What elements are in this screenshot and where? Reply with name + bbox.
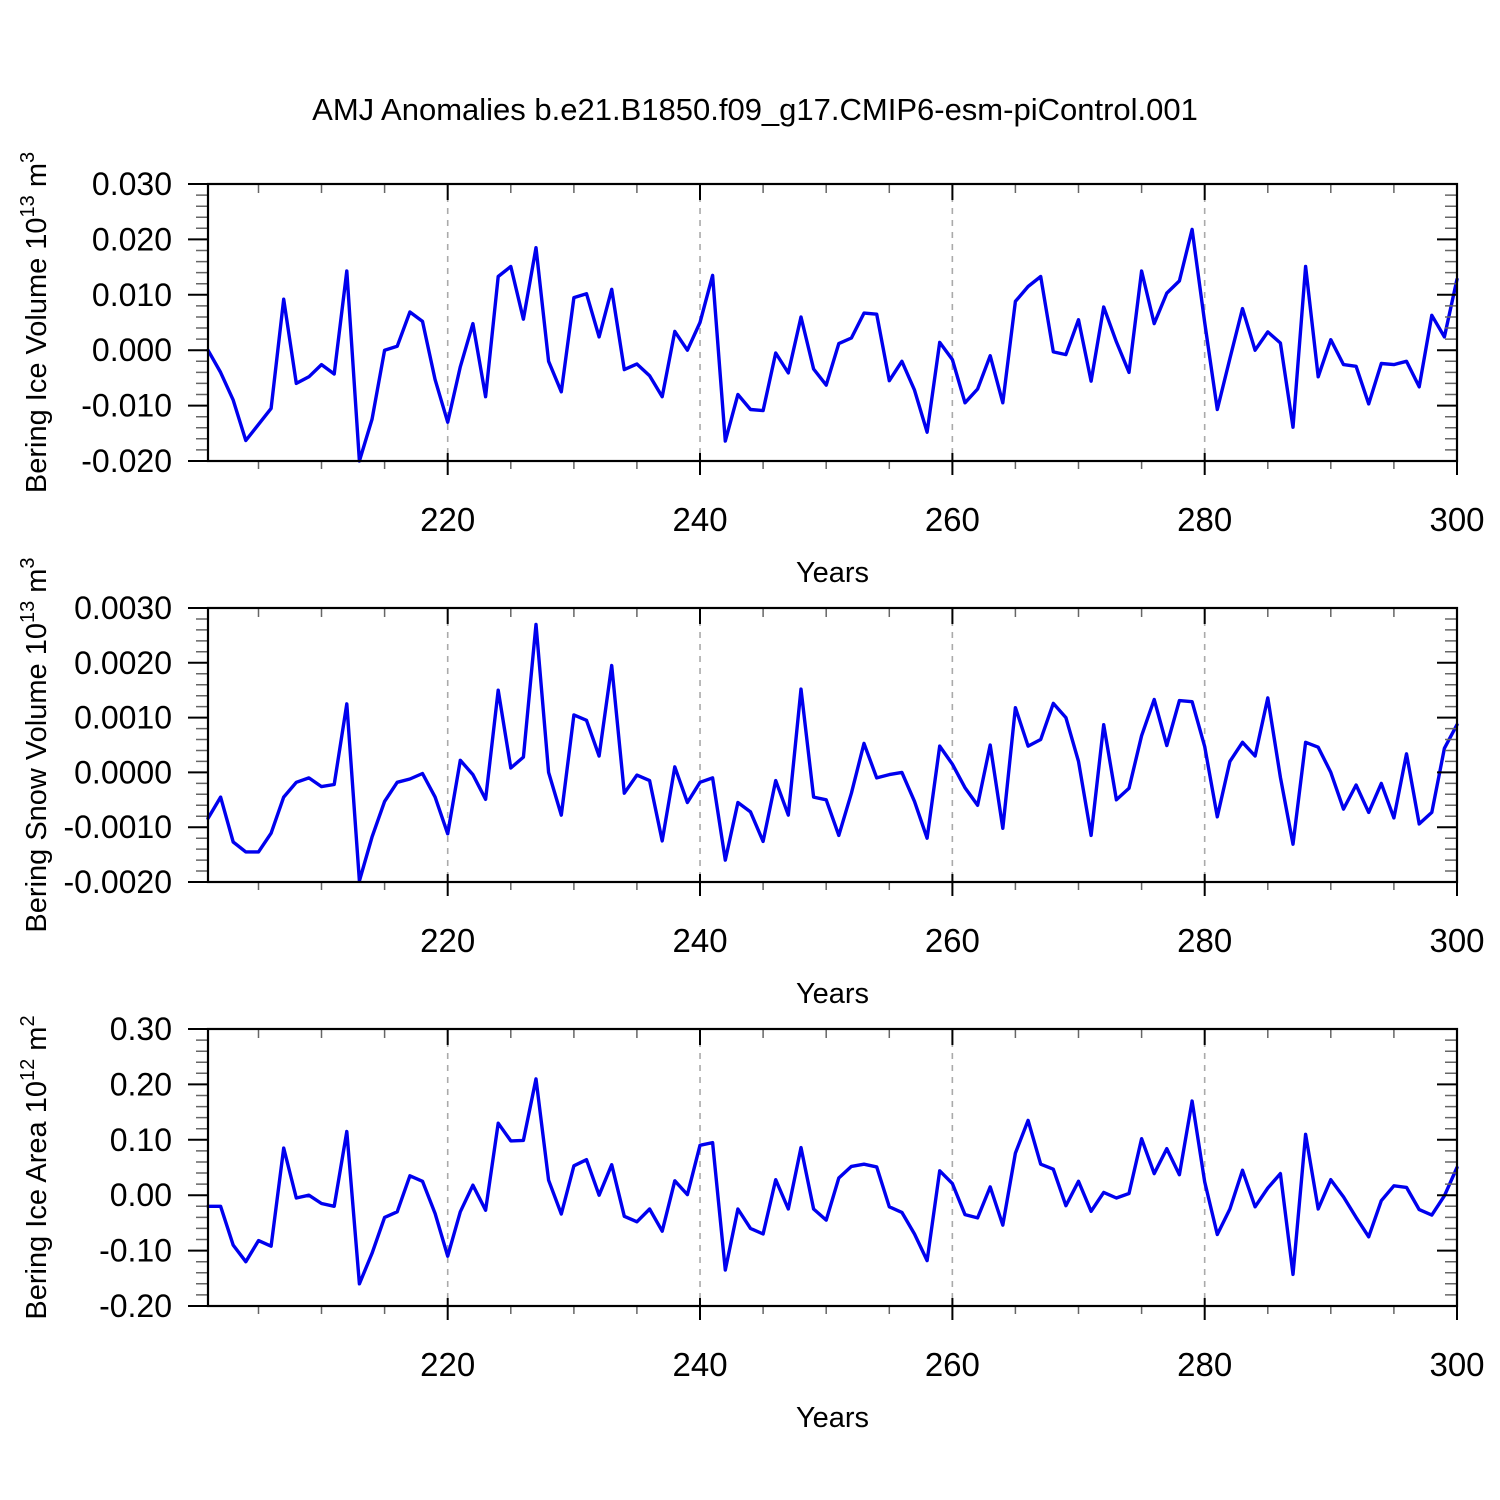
y-axis-title: Bering Ice Area 1012 m2 [17,1015,53,1319]
plot-border [206,1027,1459,1308]
y-tick-label: -0.0010 [63,809,172,845]
y-tick-label: -0.010 [81,388,172,424]
y-tick-label: 0.0020 [74,645,172,681]
x-tick-label: 240 [672,922,727,959]
y-tick-label: -0.10 [99,1233,172,1269]
x-axis-title: Years [796,978,869,1010]
x-tick-label: 220 [420,922,475,959]
y-tick-label: 0.020 [92,221,172,257]
x-tick-label: 220 [420,1346,475,1383]
x-tick-label: 260 [925,1346,980,1383]
minor-ticks [196,1029,1457,1314]
y-tick-label: 0.0000 [74,754,172,790]
x-tick-label: 240 [672,501,727,538]
x-tick-label: 280 [1177,922,1232,959]
major-ticks [188,607,1458,896]
x-tick-label: 300 [1429,1346,1484,1383]
x-tick-label: 300 [1429,922,1484,959]
plot-border [206,606,1459,884]
y-tick-label: 0.010 [92,277,172,313]
y-tick-label: 0.30 [110,1011,172,1047]
x-tick-label: 220 [420,501,475,538]
bering-ice-volume-line [206,227,1459,463]
major-ticks [188,183,1458,475]
major-ticks [188,1028,1458,1320]
y-tick-label: -0.020 [81,443,172,479]
bering-snow-volume-line [206,622,1459,883]
y-tick-label: -0.0020 [63,864,172,900]
y-axis-title: Bering Snow Volume 1013 m3 [17,557,53,932]
y-axis-title: Bering Ice Volume 1013 m3 [17,152,53,493]
y-tick-label: 0.00 [110,1177,172,1213]
y-tick-label: -0.20 [99,1288,172,1324]
x-tick-label: 280 [1177,1346,1232,1383]
plot-border [206,182,1459,463]
x-tick-label: 280 [1177,501,1232,538]
x-axis-title: Years [796,1402,869,1434]
x-tick-label: 260 [925,922,980,959]
minor-ticks [196,608,1457,890]
minor-ticks [196,184,1457,469]
y-tick-label: 0.000 [92,332,172,368]
y-tick-label: 0.10 [110,1122,172,1158]
panel-bering-ice-area: 0.30 0.20 0.10 0.00 -0.10 -0.20 220 240 260 280 30… [17,1011,1485,1434]
y-tick-label: 0.0010 [74,700,172,736]
x-tick-label: 300 [1429,501,1484,538]
bering-ice-area-line [206,1077,1459,1286]
x-tick-label: 240 [672,1346,727,1383]
panel-bering-snow-volume: 0.0030 0.0020 0.0010 0.0000 -0.0010 -0.0020 22… [17,557,1485,1010]
x-axis-title: Years [796,557,869,589]
y-tick-label: 0.030 [92,166,172,202]
y-tick-label: 0.20 [110,1066,172,1102]
panel-bering-ice-volume: 0.030 0.020 0.010 0.000 -0.010 -0.020 220 240 26… [17,152,1485,589]
y-tick-label: 0.0030 [74,590,172,626]
x-tick-label: 260 [925,501,980,538]
chart-title: AMJ Anomalies b.e21.B1850.f09_g17.CMIP6-… [312,92,1198,127]
